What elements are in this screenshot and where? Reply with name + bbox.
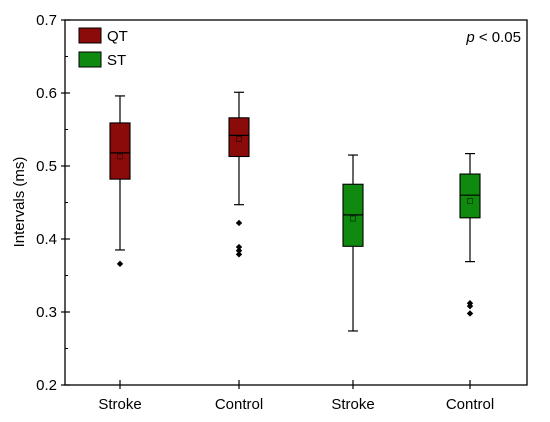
mean-marker [236, 136, 242, 142]
x-tick-label: Stroke [98, 396, 141, 413]
y-tick-label: 0.7 [36, 12, 57, 29]
y-tick-label: 0.5 [36, 158, 57, 175]
box-st-stroke [342, 154, 364, 332]
x-tick-label: Control [446, 396, 494, 413]
legend-label: QT [107, 28, 128, 45]
outlier-point [235, 219, 243, 227]
box-qt-stroke [109, 95, 131, 268]
y-axis-title: Intervals (ms) [11, 157, 28, 248]
y-tick-label: 0.3 [36, 304, 57, 321]
box-qt-control [228, 91, 250, 258]
box-iqr [459, 173, 481, 219]
y-axis: 0.2 0.3 0.4 0.5 0.6 0.7 [36, 12, 70, 394]
outlier-point [235, 251, 243, 258]
x-tick-label: Stroke [331, 396, 374, 413]
mean-marker [350, 215, 356, 222]
p-symbol: p [465, 29, 474, 46]
x-axis: Stroke Control Stroke Control [98, 380, 494, 413]
plot-area-border [64, 19, 528, 386]
outlier-point [466, 302, 474, 310]
outlier-point [235, 243, 243, 251]
y-tick-label: 0.2 [36, 377, 57, 394]
box-iqr [109, 122, 131, 180]
y-tick-label: 0.4 [36, 231, 57, 248]
outlier-point [466, 310, 474, 317]
p-threshold: < 0.05 [475, 29, 521, 46]
legend-swatch [78, 27, 102, 44]
legend: QT ST [78, 27, 128, 69]
mean-marker [117, 153, 123, 160]
mean-marker [467, 198, 473, 204]
x-tick-label: Control [215, 396, 263, 413]
boxes [109, 91, 481, 332]
outlier-point [116, 260, 124, 268]
significance-annotation: p < 0.05 [465, 29, 521, 46]
legend-label: ST [107, 52, 126, 69]
box-st-control [459, 152, 481, 317]
plot-frame [64, 19, 528, 386]
box-iqr [228, 117, 250, 158]
outlier-point [235, 247, 243, 254]
y-tick-label: 0.6 [36, 85, 57, 102]
legend-swatch [78, 51, 102, 68]
